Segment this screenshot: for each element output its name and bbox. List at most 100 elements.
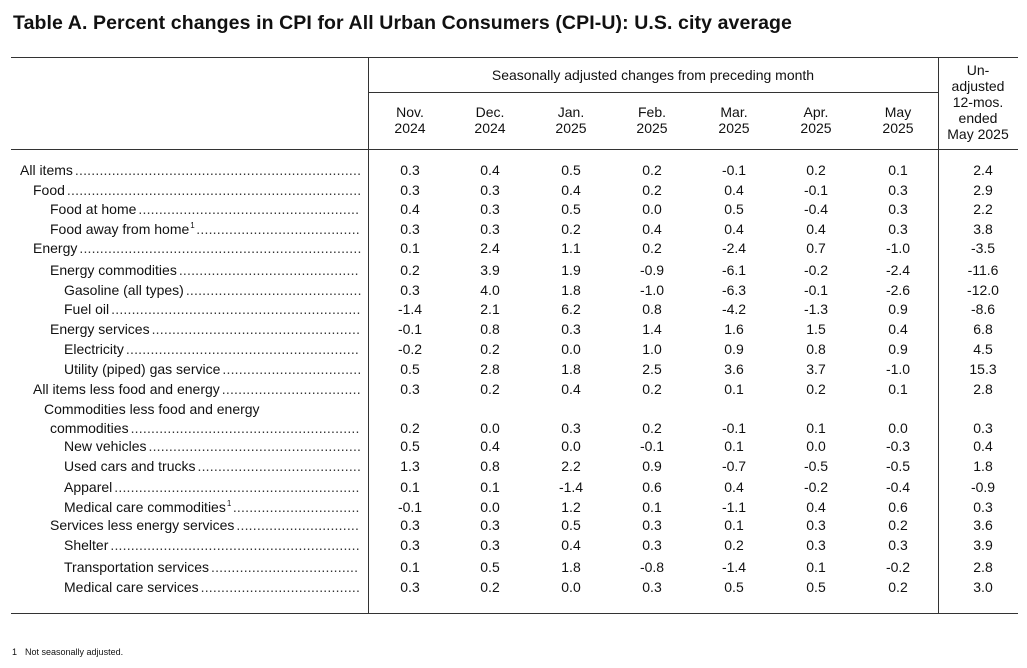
dot-leader: ........................................…: [138, 201, 360, 217]
dot-leader: ........................................…: [79, 240, 362, 256]
row-label: Transportation services.................…: [0, 557, 362, 577]
value-cell: 1.8: [561, 282, 581, 298]
row-label: Medical care services...................…: [0, 577, 362, 597]
value-cell: 0.5: [561, 162, 581, 178]
value-cell: -1.0: [885, 361, 911, 377]
unadjusted-value-cell: -3.5: [970, 240, 996, 256]
value-cell: 0.5: [806, 579, 826, 595]
value-cell: 0.8: [480, 458, 500, 474]
value-cell: 0.9: [642, 458, 662, 474]
value-cell: -0.7: [721, 458, 747, 474]
value-cell: 0.1: [480, 479, 500, 495]
value-cell: 0.3: [888, 537, 908, 553]
row-label: commodities.............................…: [0, 418, 362, 438]
month-header-month: May: [884, 104, 912, 120]
row-label-first-line: Commodities less food and energy: [0, 399, 362, 419]
dot-leader: ........................................…: [125, 341, 360, 357]
value-cell: 0.0: [642, 201, 662, 217]
value-cell: 0.3: [480, 182, 500, 198]
value-cell: -0.2: [397, 341, 423, 357]
value-cell: -0.4: [885, 479, 911, 495]
value-cell: 0.1: [724, 438, 744, 454]
value-cell: 0.3: [561, 420, 581, 436]
value-cell: -0.3: [885, 438, 911, 454]
unadjusted-value-cell: 2.9: [973, 182, 993, 198]
value-cell: 0.3: [888, 201, 908, 217]
value-cell: 1.8: [561, 361, 581, 377]
value-cell: -0.1: [721, 162, 747, 178]
value-cell: 0.1: [642, 499, 662, 515]
unadjusted-value-cell: 6.8: [973, 321, 993, 337]
row-label: Energy commodities......................…: [0, 260, 362, 280]
value-cell: 1.5: [806, 321, 826, 337]
value-cell: 0.4: [724, 221, 744, 237]
value-cell: -2.4: [721, 240, 747, 256]
row-label-text: Food: [33, 182, 65, 198]
unadjusted-value-cell: 2.4: [973, 162, 993, 178]
month-header: Jan. 2025: [531, 104, 611, 136]
value-cell: -2.4: [885, 262, 911, 278]
value-cell: 0.3: [400, 162, 420, 178]
footnote-mark: 1: [12, 647, 18, 657]
row-label-text: Apparel: [64, 479, 113, 495]
value-cell: 0.1: [400, 479, 420, 495]
unadjusted-value-cell: 1.8: [973, 458, 993, 474]
dot-leader: ........................................…: [130, 420, 360, 436]
value-cell: 0.1: [888, 381, 908, 397]
value-cell: -0.9: [639, 262, 665, 278]
month-header: May 2025: [858, 104, 938, 136]
value-cell: -1.0: [639, 282, 665, 298]
value-cell: -0.2: [803, 262, 829, 278]
value-cell: 1.6: [724, 321, 744, 337]
unadjusted-header-line: adjusted: [951, 78, 1005, 94]
row-label-text: Shelter: [64, 537, 109, 553]
value-cell: -0.1: [803, 182, 829, 198]
seasonal-span-header: Seasonally adjusted changes from precedi…: [491, 67, 815, 83]
value-cell: 0.5: [724, 579, 744, 595]
row-label: Electricity.............................…: [0, 339, 362, 359]
value-cell: -1.3: [803, 301, 829, 317]
value-cell: -1.1: [721, 499, 747, 515]
value-cell: 1.2: [561, 499, 581, 515]
value-cell: 2.4: [480, 240, 500, 256]
value-cell: 1.8: [561, 559, 581, 575]
value-cell: 0.6: [888, 499, 908, 515]
unadjusted-header: Un- adjusted 12-mos. ended May 2025: [938, 62, 1018, 142]
value-cell: 0.2: [480, 579, 500, 595]
value-cell: -1.4: [558, 479, 584, 495]
dot-leader: ........................................…: [151, 321, 361, 337]
value-cell: 0.9: [888, 341, 908, 357]
value-cell: 0.3: [480, 221, 500, 237]
month-header-year: 2025: [882, 120, 914, 136]
month-header-year: 2025: [636, 120, 668, 136]
row-label: Food....................................…: [0, 180, 362, 200]
value-cell: 2.5: [642, 361, 662, 377]
value-cell: 0.8: [480, 321, 500, 337]
row-label-text: Services less energy services: [50, 517, 235, 533]
value-cell: -1.0: [885, 240, 911, 256]
bottom-rule: [11, 613, 1018, 614]
unadjusted-value-cell: 4.5: [973, 341, 993, 357]
unadjusted-value-cell: 0.3: [973, 420, 993, 436]
value-cell: 0.4: [480, 162, 500, 178]
unadjusted-header-line: ended: [958, 110, 998, 126]
footnote-text: Not seasonally adjusted.: [25, 647, 124, 657]
row-label-text: Utility (piped) gas service: [64, 361, 221, 377]
value-cell: -2.6: [885, 282, 911, 298]
row-label-text: All items less food and energy: [33, 381, 220, 397]
value-cell: 0.4: [724, 182, 744, 198]
value-cell: 0.1: [400, 240, 420, 256]
value-cell: 4.0: [480, 282, 500, 298]
unadjusted-value-cell: -12.0: [967, 282, 999, 298]
value-cell: 0.2: [724, 537, 744, 553]
value-cell: 0.3: [642, 579, 662, 595]
value-cell: 0.2: [642, 240, 662, 256]
header-bottom-rule: [11, 149, 1018, 150]
value-cell: -1.4: [397, 301, 423, 317]
value-cell: 0.3: [642, 537, 662, 553]
footnote-ref: 1: [190, 221, 195, 230]
row-label-text: commodities: [50, 420, 129, 436]
month-header: Mar. 2025: [694, 104, 774, 136]
unadjusted-value-cell: 2.8: [973, 381, 993, 397]
row-label: All items...............................…: [0, 160, 362, 180]
